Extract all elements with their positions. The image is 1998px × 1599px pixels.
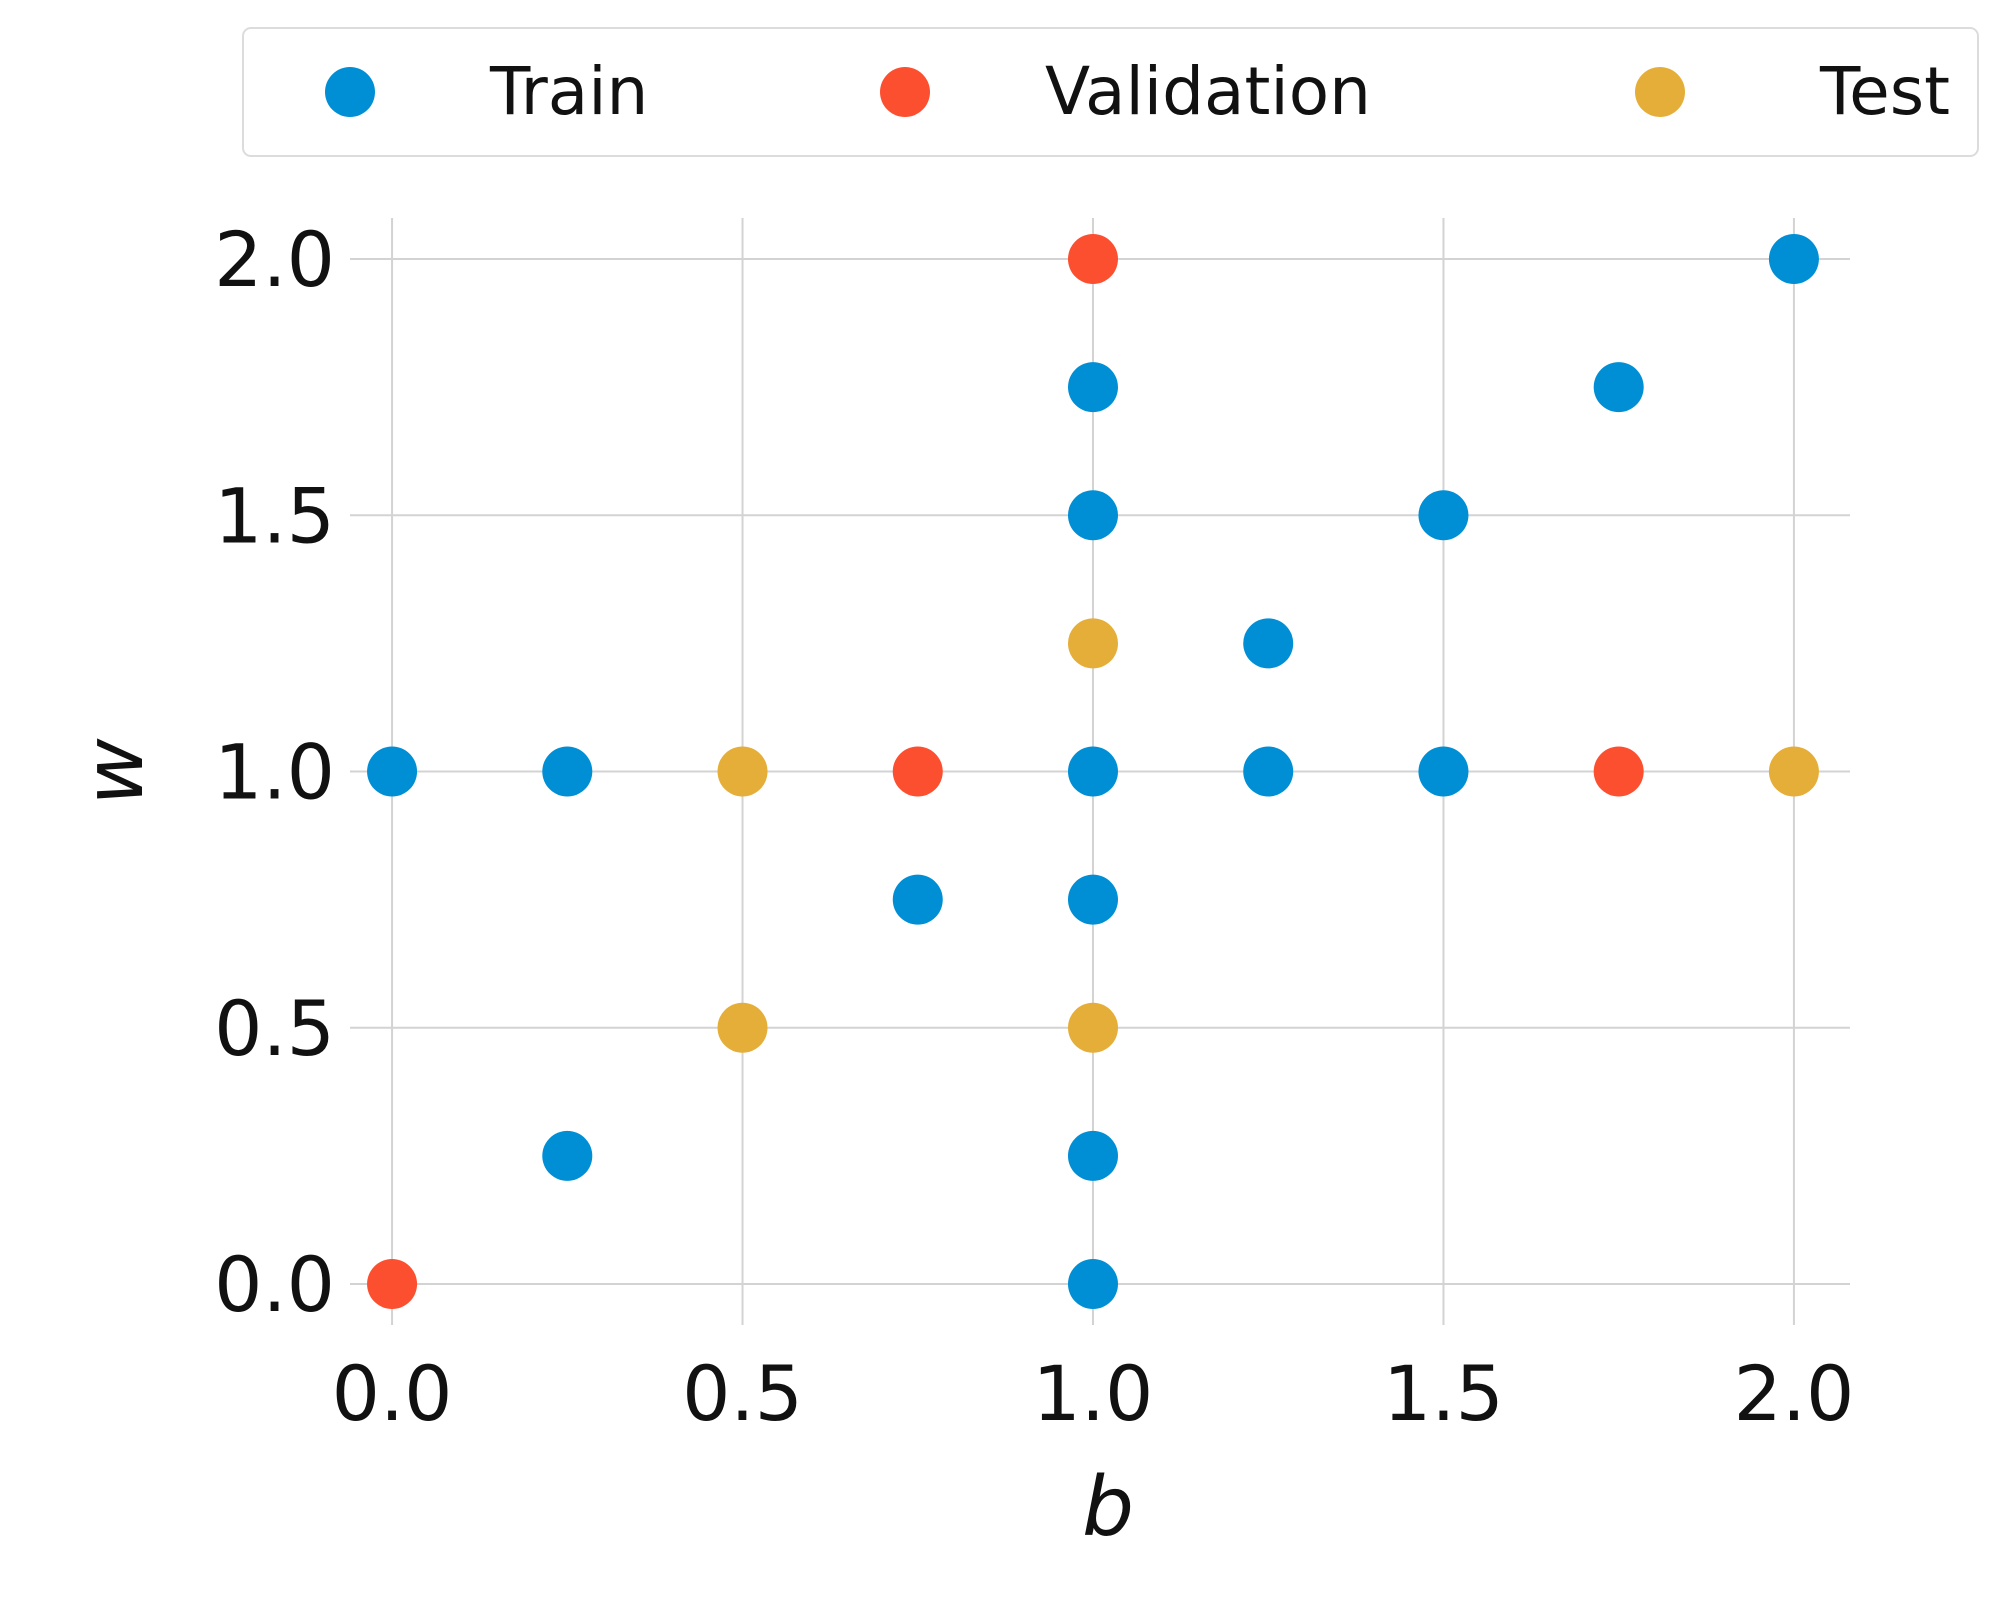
- legend-test-label: Test: [1819, 53, 1950, 130]
- train-point: [1067, 746, 1118, 797]
- train-point: [1067, 1259, 1118, 1309]
- legend-test-marker: [1635, 67, 1685, 117]
- x-axis-ticks: 0.0 0.5 1.0 1.5 2.0: [332, 1349, 1855, 1438]
- y-tick-label: 0.5: [214, 984, 335, 1073]
- validation-point: [1593, 746, 1644, 797]
- test-point: [717, 746, 768, 797]
- train-point: [1768, 234, 1819, 284]
- test-point: [1067, 618, 1118, 669]
- legend-validation-marker: [880, 67, 930, 117]
- x-tick-label: 1.0: [1033, 1349, 1154, 1438]
- x-tick-label: 0.5: [682, 1349, 803, 1438]
- train-point: [542, 1130, 593, 1181]
- y-tick-label: 2.0: [214, 215, 335, 304]
- legend-frame: [242, 27, 1979, 157]
- train-point: [367, 746, 418, 797]
- x-tick-label: 2.0: [1733, 1349, 1854, 1438]
- y-tick-label: 1.5: [214, 471, 335, 560]
- y-axis-ticks: 0.0 0.5 1.0 1.5 2.0: [214, 215, 335, 1329]
- train-point: [1067, 874, 1118, 925]
- y-axis-label: w: [67, 738, 162, 806]
- test-point: [1768, 746, 1819, 797]
- validation-point: [367, 1259, 418, 1309]
- train-point: [542, 746, 593, 797]
- legend-train-marker: [325, 67, 375, 117]
- x-tick-label: 0.0: [332, 1349, 453, 1438]
- validation-point: [892, 746, 943, 797]
- train-point: [1243, 618, 1294, 669]
- train-point: [1418, 490, 1469, 541]
- validation-point: [1067, 234, 1118, 284]
- train-point: [1593, 362, 1644, 413]
- x-axis-label: b: [1082, 1460, 1134, 1555]
- train-point: [1067, 362, 1118, 413]
- y-tick-label: 0.0: [214, 1240, 335, 1329]
- test-point: [1067, 1002, 1118, 1053]
- legend-train-label: Train: [489, 53, 648, 130]
- x-tick-label: 1.5: [1383, 1349, 1504, 1438]
- y-tick-label: 1.0: [214, 728, 335, 817]
- legend: Train Validation Test: [242, 27, 1979, 157]
- train-point: [1067, 490, 1118, 541]
- train-point: [1243, 746, 1294, 797]
- data-points: [367, 234, 1819, 1309]
- legend-validation-label: Validation: [1045, 53, 1371, 130]
- train-point: [1067, 1130, 1118, 1181]
- train-point: [1418, 746, 1469, 797]
- train-point: [892, 874, 943, 925]
- test-point: [717, 1002, 768, 1053]
